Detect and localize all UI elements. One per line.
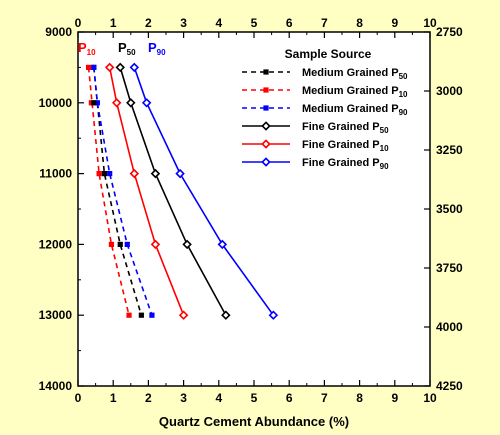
data-point xyxy=(129,62,140,73)
data-point xyxy=(268,310,279,320)
series-5 xyxy=(129,62,279,320)
y-left-tick-label: 10000 xyxy=(39,96,73,110)
y-left-tick-label: 13000 xyxy=(39,308,73,322)
x-tick-label-top: 0 xyxy=(75,16,82,30)
x-tick-label-top: 8 xyxy=(356,16,363,30)
data-point xyxy=(138,312,144,318)
x-tick-label-bottom: 6 xyxy=(286,391,293,405)
data-point xyxy=(108,241,115,247)
series-3 xyxy=(115,62,231,320)
data-point xyxy=(126,312,132,318)
legend-item: Medium Grained P90 xyxy=(242,103,408,117)
data-point xyxy=(175,168,185,179)
data-point xyxy=(126,98,136,108)
x-tick-label-top: 10 xyxy=(423,16,437,30)
x-axis-title: Quartz Cement Abundance (%) xyxy=(159,414,349,429)
y-right-tick-label: 3250 xyxy=(436,143,463,157)
y-right-tick-label: 3000 xyxy=(436,84,463,98)
percentile-annotations: P10 P50 P90 xyxy=(78,40,166,57)
data-point xyxy=(111,98,122,108)
y-left-tick-label: 14000 xyxy=(39,379,73,393)
data-point xyxy=(101,171,107,177)
y-left-tick-label: 11000 xyxy=(39,167,72,181)
legend: Sample Source Medium Grained P50 Medium G… xyxy=(242,47,408,171)
legend-label: Medium Grained P50 xyxy=(302,67,408,81)
x-tick-label-top: 7 xyxy=(321,16,328,30)
x-tick-label-top: 6 xyxy=(286,16,293,30)
data-point xyxy=(141,98,152,108)
y-right-tick-label: 3500 xyxy=(436,202,463,216)
x-tick-label-top: 2 xyxy=(145,16,152,30)
y-left-tick-label: 9000 xyxy=(45,25,72,39)
x-tick-label-bottom: 7 xyxy=(321,391,328,405)
data-point xyxy=(117,241,123,247)
series-2 xyxy=(91,64,155,318)
series-1 xyxy=(85,64,132,318)
legend-marker xyxy=(261,157,271,167)
legend-title: Sample Source xyxy=(285,47,372,61)
x-tick-label-bottom: 3 xyxy=(180,391,187,405)
legend-label: Fine Grained P10 xyxy=(302,139,389,153)
x-tick-label-top: 9 xyxy=(391,16,398,30)
legend-item: Fine Grained P90 xyxy=(242,157,389,171)
annotation-p10: P10 xyxy=(78,40,96,57)
data-point xyxy=(182,239,192,250)
data-point xyxy=(94,100,100,106)
data-series xyxy=(85,62,279,320)
data-point xyxy=(85,64,92,70)
x-tick-label-bottom: 9 xyxy=(391,391,398,405)
data-point xyxy=(124,241,130,247)
legend-marker xyxy=(263,105,269,111)
axis-ticks: 0 0 1 1 2 2 3 3 4 4 5 5 6 6 7 7 8 8 9 9 10 10 9000 10000 11000 12… xyxy=(39,16,463,405)
x-tick-label-top: 5 xyxy=(251,16,258,30)
legend-marker xyxy=(263,87,269,93)
data-point xyxy=(115,62,125,73)
data-point xyxy=(129,168,140,179)
data-point xyxy=(91,100,97,106)
x-tick-label-bottom: 5 xyxy=(251,391,258,405)
data-point xyxy=(107,171,113,177)
y-right-tick-label: 3750 xyxy=(436,261,463,275)
legend-item: Medium Grained P10 xyxy=(242,85,408,99)
series-4 xyxy=(104,62,189,320)
x-tick-label-bottom: 4 xyxy=(215,391,222,405)
data-point xyxy=(96,171,102,177)
legend-item: Fine Grained P10 xyxy=(242,139,389,153)
series-line xyxy=(93,67,143,316)
legend-marker xyxy=(261,121,271,131)
legend-item: Fine Grained P50 xyxy=(242,121,389,135)
x-tick-label-bottom: 8 xyxy=(356,391,363,405)
data-point xyxy=(178,310,189,320)
legend-marker xyxy=(263,69,269,75)
x-tick-label-bottom: 2 xyxy=(145,391,152,405)
y-right-tick-label: 2750 xyxy=(436,25,463,39)
legend-label: Medium Grained P10 xyxy=(302,85,408,99)
annotation-p50: P50 xyxy=(118,40,136,57)
legend-item: Medium Grained P50 xyxy=(242,67,408,81)
legend-marker xyxy=(261,139,271,149)
data-point xyxy=(149,312,155,318)
x-tick-label-top: 3 xyxy=(180,16,187,30)
legend-label: Medium Grained P90 xyxy=(302,103,408,117)
data-point xyxy=(104,62,115,73)
x-tick-label-bottom: 0 xyxy=(75,391,82,405)
x-tick-label-bottom: 10 xyxy=(423,391,437,405)
data-point xyxy=(91,64,97,70)
x-tick-label-bottom: 1 xyxy=(110,391,117,405)
plot-area xyxy=(77,31,431,387)
data-point xyxy=(221,310,231,320)
legend-label: Fine Grained P90 xyxy=(302,157,389,171)
y-left-tick-label: 12000 xyxy=(39,237,73,251)
data-point xyxy=(217,239,228,250)
annotation-p90: P90 xyxy=(148,40,166,57)
x-tick-label-top: 1 xyxy=(110,16,117,30)
y-right-tick-label: 4250 xyxy=(436,379,463,393)
y-right-tick-label: 4000 xyxy=(436,320,463,334)
data-point xyxy=(150,168,161,179)
legend-label: Fine Grained P50 xyxy=(302,121,389,135)
data-point xyxy=(150,239,161,250)
x-tick-label-top: 4 xyxy=(215,16,222,30)
